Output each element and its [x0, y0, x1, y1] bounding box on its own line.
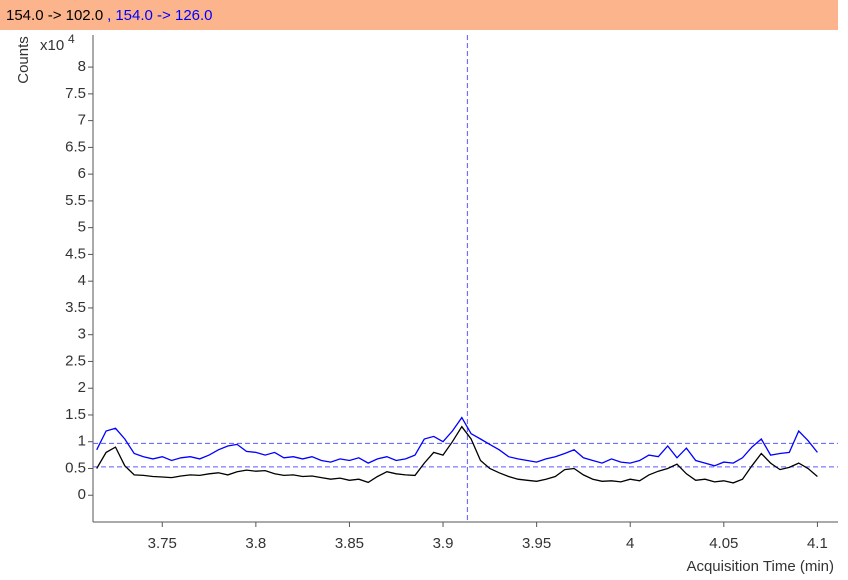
y-tick-label: 0 — [78, 486, 86, 503]
y-axis-label: Counts — [15, 36, 32, 84]
y-tick-label: 1.5 — [65, 406, 86, 423]
legend-separator: , — [107, 7, 111, 24]
legend: 154.0 -> 102.0,154.0 -> 126.0 — [6, 7, 213, 24]
y-tick-label: 7 — [78, 112, 86, 129]
y-tick-label: 5.5 — [65, 192, 86, 209]
x-tick-label: 3.95 — [522, 535, 551, 552]
legend-entry: 154.0 -> 126.0 — [115, 7, 212, 24]
chart: 154.0 -> 102.0,154.0 -> 126.0 Counts x10… — [0, 0, 848, 580]
x-tick-label: 3.75 — [148, 535, 177, 552]
y-tick-label: 2.5 — [65, 352, 86, 369]
y-tick-label: 1 — [78, 433, 86, 450]
y-tick-label: 7.5 — [65, 85, 86, 102]
series-line — [97, 418, 818, 466]
y-tick-label: 2 — [78, 379, 86, 396]
y-tick-label: 3 — [78, 326, 86, 343]
series-line — [97, 427, 818, 483]
x-tick-label: 3.8 — [245, 535, 266, 552]
y-tick-label: 0.5 — [65, 459, 86, 476]
legend-entry: 154.0 -> 102.0 — [6, 7, 103, 24]
y-tick-label: 8 — [78, 58, 86, 75]
y-exponent: 4 — [68, 32, 75, 46]
x-tick-label: 3.85 — [335, 535, 364, 552]
y-tick-label: 6.5 — [65, 138, 86, 155]
y-tick-label: 4 — [78, 272, 86, 289]
y-tick-label: 6 — [78, 165, 86, 182]
y-tick-label: 4.5 — [65, 245, 86, 262]
x-tick-label: 4.05 — [709, 535, 738, 552]
y-tick-label: 5 — [78, 219, 86, 236]
y-tick-label: 3.5 — [65, 299, 86, 316]
x-axis-label: Acquisition Time (min) — [686, 558, 834, 575]
x-tick-label: 4 — [626, 535, 634, 552]
x-tick-label: 3.9 — [433, 535, 454, 552]
y-multiplier: x10 — [40, 37, 64, 54]
x-tick-label: 4.1 — [807, 535, 828, 552]
